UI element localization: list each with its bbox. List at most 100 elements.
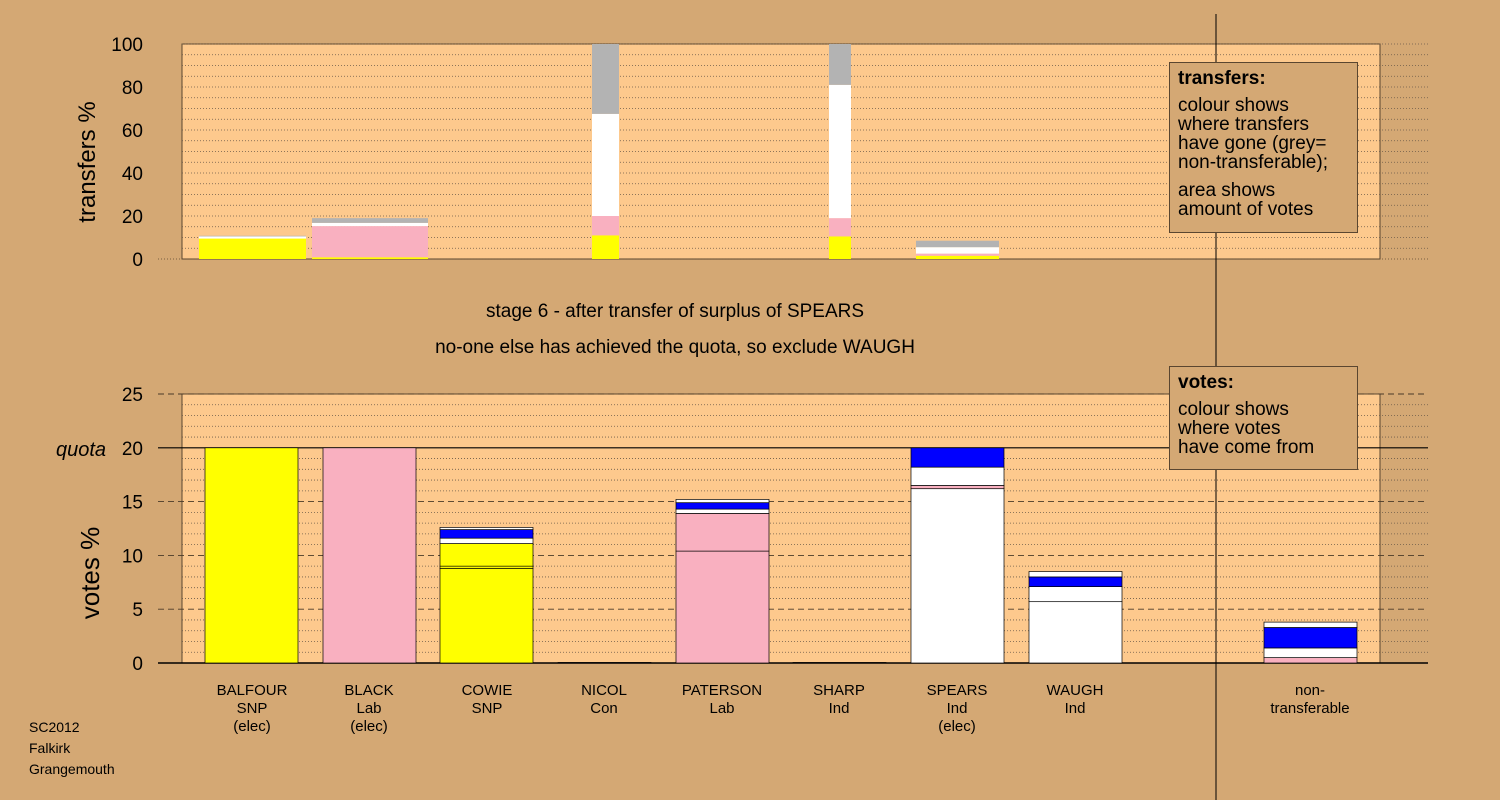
votes-tick-label: 0 [132, 654, 143, 675]
candidate-party: Lab [356, 700, 382, 717]
transfer-segment [199, 236, 306, 239]
transfer-segment [199, 235, 306, 237]
candidate-status: (elec) [938, 718, 976, 735]
transfers-tick-label: 0 [132, 250, 143, 271]
vote-segment [910, 447, 1005, 468]
vote-bar [322, 447, 417, 664]
transfers-legend-line: where transfers [1178, 114, 1309, 135]
transfers-tick-label: 100 [111, 35, 143, 56]
candidate-label: NICOL Con [534, 682, 674, 718]
transfers-legend-heading: transfers: [1178, 68, 1266, 89]
vote-bar [204, 447, 299, 664]
candidate-party: Ind [828, 700, 850, 717]
transfer-segment [592, 113, 619, 216]
vote-segment [439, 567, 534, 664]
candidate-label: WAUGH Ind [1005, 682, 1145, 718]
vote-segment [1263, 627, 1358, 649]
candidate-party: SNP [236, 700, 268, 717]
candidate-label: non- transferable [1240, 682, 1380, 718]
candidate-name: BALFOUR [216, 682, 288, 699]
candidate-status: (elec) [233, 718, 271, 735]
candidate-name: non- [1294, 682, 1326, 699]
vote-segment [1263, 621, 1358, 628]
transfer-segment [829, 236, 851, 259]
transfer-segment [829, 44, 851, 85]
transfer-segment [312, 257, 428, 259]
transfer-segment [312, 222, 428, 227]
quota-label: quota [56, 439, 106, 461]
votes-legend: votes: colour shows where votes have com… [1169, 366, 1358, 470]
footer-line: SC2012 [29, 719, 80, 735]
transfers-legend-line: area shows [1178, 180, 1276, 201]
transfer-segment [312, 226, 428, 258]
vote-segment [910, 485, 1005, 490]
candidate-name: BLACK [344, 682, 394, 699]
transfers-legend-line: non-transferable); [1178, 152, 1328, 173]
vote-segment [675, 550, 770, 664]
transfers-legend-line: amount of votes [1178, 199, 1314, 220]
transfers-legend: transfers: colour shows where transfers … [1169, 62, 1358, 233]
candidate-label: BLACK Lab (elec) [299, 682, 439, 736]
votes-tick-label: 15 [122, 493, 143, 514]
votes-legend-line: where votes [1178, 418, 1281, 439]
vote-segment [1028, 576, 1123, 587]
footer-line: Grangemouth [29, 761, 115, 777]
votes-tick-label: 20 [122, 439, 143, 460]
candidate-label: COWIE SNP [417, 682, 557, 718]
votes-tick-label: 5 [132, 600, 143, 621]
candidate-label: SHARP Ind [769, 682, 909, 718]
vote-segment [557, 662, 652, 664]
votes-axis-title: votes % [75, 527, 105, 620]
candidate-label: SPEARS Ind (elec) [887, 682, 1027, 736]
votes-tick-label: 25 [122, 385, 143, 406]
transfer-segment [592, 44, 619, 114]
footer-info: SC2012 Falkirk Grangemouth [29, 717, 115, 780]
candidate-party: Ind [946, 700, 968, 717]
vote-bar [910, 447, 1005, 664]
candidate-party: Lab [709, 700, 735, 717]
transfer-segment [829, 218, 851, 237]
vote-segment [1028, 601, 1123, 664]
candidate-name: NICOL [581, 682, 627, 699]
candidate-name: COWIE [461, 682, 513, 699]
vote-segment [439, 537, 534, 544]
transfers-tick-label: 20 [122, 207, 143, 228]
transfers-tick-label: 80 [122, 78, 143, 99]
vote-segment [910, 488, 1005, 664]
vote-bar [557, 662, 652, 664]
transfer-segment [916, 240, 999, 248]
stage-title: stage 6 - after transfer of surplus of S… [485, 301, 865, 322]
transfer-segment [592, 235, 619, 259]
candidate-party: Con [590, 700, 618, 717]
vote-segment [322, 447, 417, 664]
candidate-label: PATERSON Lab [652, 682, 792, 718]
vote-segment [675, 502, 770, 510]
transfer-segment [916, 247, 999, 254]
transfers-tick-label: 40 [122, 164, 143, 185]
candidate-name: PATERSON [681, 682, 763, 699]
votes-legend-line: have come from [1178, 437, 1315, 458]
candidate-name: SPEARS [926, 682, 988, 699]
vote-segment [439, 543, 534, 567]
transfer-segment [916, 253, 999, 256]
candidate-party: Ind [1064, 700, 1086, 717]
vote-segment [675, 513, 770, 552]
transfers-legend-line: colour shows [1178, 95, 1289, 116]
stage-subtitle: no-one else has achieved the quota, so e… [435, 337, 915, 358]
vote-segment [439, 527, 534, 530]
vote-segment [1263, 647, 1358, 658]
vote-bar [792, 662, 887, 664]
candidate-party: SNP [471, 700, 503, 717]
vote-bar [1028, 571, 1123, 664]
transfers-tick-label: 60 [122, 121, 143, 142]
footer-line: Falkirk [29, 740, 71, 756]
vote-segment [204, 447, 299, 664]
vote-segment [1028, 586, 1123, 603]
transfers-axis-title: transfers % [74, 101, 101, 222]
transfer-segment [916, 255, 999, 259]
vote-segment [1263, 657, 1358, 664]
votes-legend-heading: votes: [1178, 372, 1234, 393]
transfers-legend-line: have gone (grey= [1178, 133, 1327, 154]
vote-bar [675, 499, 770, 664]
candidate-status: (elec) [350, 718, 388, 735]
